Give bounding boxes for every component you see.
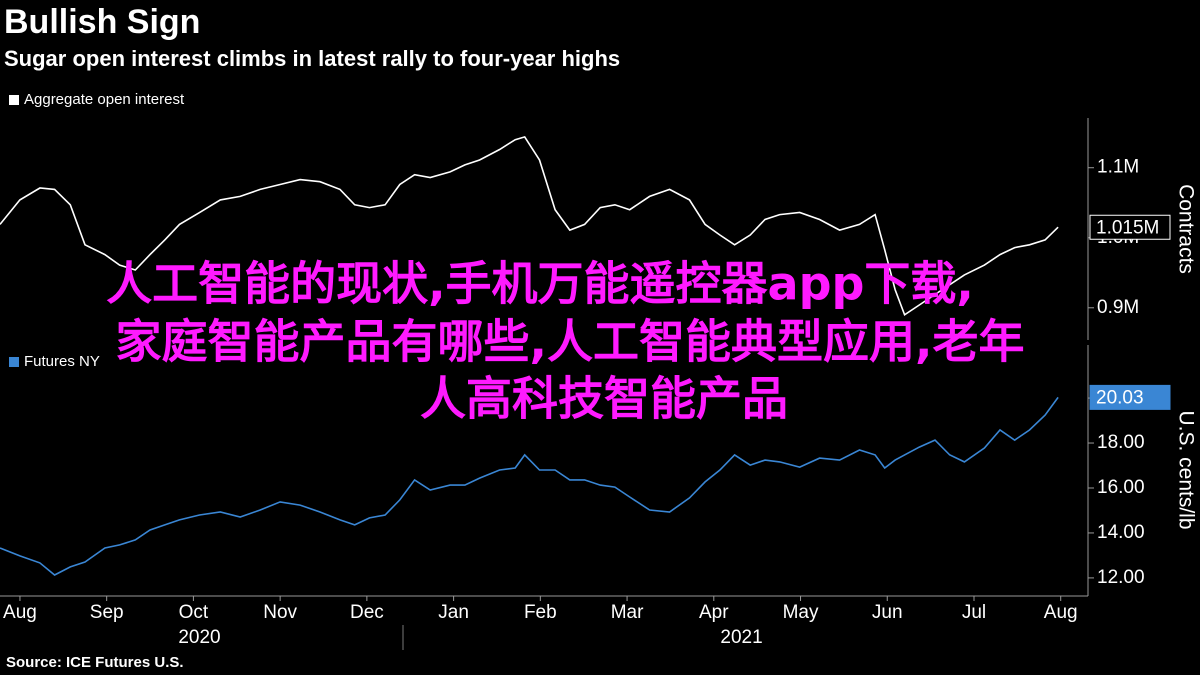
y-tick-label: 16.00 (1097, 477, 1145, 498)
value-label: 1.015M (1096, 217, 1159, 238)
x-tick-label: Apr (699, 602, 729, 623)
y-axis-label: U.S. cents/lb (1174, 410, 1197, 529)
legend-swatch (9, 95, 19, 105)
legend-label: Aggregate open interest (24, 91, 185, 108)
x-tick-label: Oct (179, 602, 209, 623)
legend-swatch (9, 357, 19, 367)
x-tick-label: Sep (90, 602, 124, 623)
series-line (0, 135, 1059, 317)
y-tick-label: 12.00 (1097, 567, 1145, 588)
source: Source: ICE Futures U.S. (6, 654, 184, 671)
x-tick-label: Aug (3, 602, 37, 623)
y-tick-label: 0.9M (1097, 297, 1139, 318)
x-tick-label: Jun (872, 602, 903, 623)
x-tick-label: Aug (1044, 602, 1078, 623)
value-callout (1089, 384, 1171, 410)
x-tick-label: May (783, 602, 819, 623)
chart-subtitle: Sugar open interest climbs in latest ral… (4, 46, 620, 71)
overlay-text: 人高科技智能产品 (420, 372, 788, 426)
y-tick-label: 14.00 (1097, 522, 1145, 543)
series-line (0, 396, 1059, 576)
y-axis-label: Contracts (1174, 184, 1197, 274)
x-tick-label: Dec (350, 602, 384, 623)
x-tick-label: Jan (438, 602, 469, 623)
x-tick-label: Nov (263, 602, 297, 623)
y-tick-label: 18.00 (1097, 432, 1145, 453)
chart-title: Bullish Sign (4, 3, 200, 41)
value-callout (1089, 214, 1171, 240)
x-tick-label: Mar (611, 602, 644, 623)
x-tick-label: Feb (524, 602, 557, 623)
legend-label: Futures NY (24, 353, 100, 370)
overlay-text: 家庭智能产品有哪些,人工智能典型应用,老年 (116, 315, 1025, 369)
year-label: 2020 (178, 627, 220, 648)
overlay-text: 人工智能的现状,手机万能遥控器app下载, (106, 257, 974, 311)
year-label: 2021 (720, 627, 762, 648)
y-tick-label: 1.1M (1097, 157, 1139, 178)
value-label: 20.03 (1096, 387, 1144, 408)
x-tick-label: Jul (962, 602, 986, 623)
